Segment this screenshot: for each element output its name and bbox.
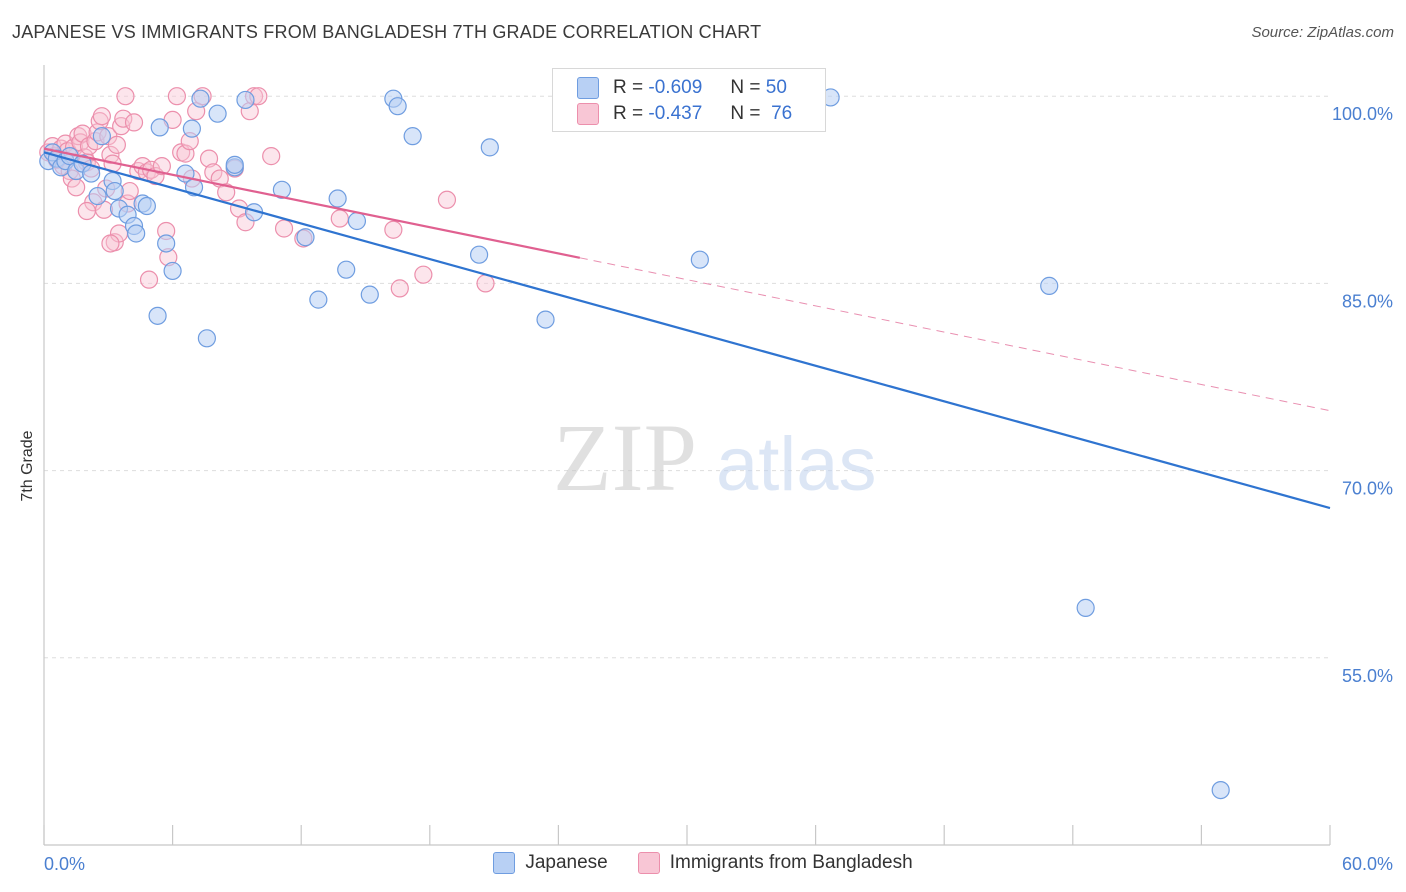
point-japanese (191, 89, 210, 108)
point-japanese (105, 181, 124, 201)
point-bangladesh (262, 147, 281, 166)
point-japanese (337, 260, 356, 279)
point-bangladesh (77, 201, 96, 221)
stats-r-label: R = (613, 77, 644, 98)
point-japanese (309, 290, 328, 309)
point-japanese (360, 285, 379, 304)
point-japanese (148, 306, 167, 325)
point-japanese (272, 180, 292, 199)
tick-labels: 100.0% 85.0% 70.0% 55.0% 0.0% 60.0% (44, 104, 1393, 874)
stats-r-value: -0.437 (648, 103, 703, 124)
watermark-atlas: atlas (716, 422, 877, 507)
trend-line-bangladesh-extension (579, 257, 1331, 412)
y-tick-label: 55.0% (1342, 666, 1393, 686)
point-japanese (536, 310, 555, 329)
y-tick-label: 100.0% (1332, 104, 1393, 124)
y-tick-label: 70.0% (1342, 479, 1393, 499)
stats-row-japanese: R = -0.609 N = 50 (577, 77, 787, 99)
legend-label-japanese: Japanese (525, 852, 608, 873)
point-japanese (403, 127, 422, 146)
stats-swatch-japanese (577, 77, 599, 99)
stats-swatch-bangladesh (577, 103, 599, 125)
legend-item-bangladesh[interactable]: Immigrants from Bangladesh (637, 852, 913, 874)
watermark: ZIP atlas (553, 404, 877, 511)
stats-row-bangladesh: R = -0.437 N = 76 (577, 103, 792, 125)
point-japanese (150, 118, 169, 137)
point-bangladesh (114, 109, 133, 128)
point-japanese (92, 127, 111, 146)
point-japanese (347, 211, 367, 231)
point-japanese (1076, 598, 1095, 617)
point-japanese (182, 119, 201, 138)
point-japanese (1040, 276, 1059, 295)
x-tick-label: 0.0% (44, 854, 85, 874)
point-bangladesh (116, 87, 135, 106)
point-japanese (157, 234, 176, 253)
point-bangladesh (476, 274, 495, 293)
point-bangladesh (330, 209, 349, 228)
legend: Japanese Immigrants from Bangladesh (0, 852, 1406, 874)
point-bangladesh (390, 279, 409, 298)
point-bangladesh (101, 234, 120, 253)
stats-n-value: 50 (765, 77, 787, 98)
y-tick-label: 85.0% (1342, 291, 1393, 311)
point-bangladesh (139, 270, 159, 289)
trend-line-japanese (43, 151, 1331, 510)
point-japanese (328, 189, 347, 208)
point-bangladesh (92, 107, 111, 126)
gridlines (44, 95, 1330, 659)
point-japanese (208, 104, 227, 123)
point-bangladesh (217, 183, 236, 202)
point-japanese (690, 250, 709, 269)
chart-title: JAPANESE VS IMMIGRANTS FROM BANGLADESH 7… (12, 22, 762, 42)
point-bangladesh (124, 113, 144, 132)
stats-r-label: R = (613, 103, 644, 124)
stats-r-value: -0.609 (648, 77, 703, 98)
legend-swatch-japanese (493, 852, 516, 874)
point-bangladesh (67, 178, 86, 197)
point-japanese (480, 138, 499, 157)
point-japanese (137, 196, 156, 216)
point-japanese (225, 155, 244, 174)
point-bangladesh (274, 219, 294, 238)
watermark-zip: ZIP (553, 404, 697, 511)
legend-label-bangladesh: Immigrants from Bangladesh (669, 852, 913, 873)
point-japanese (388, 97, 407, 116)
point-japanese (163, 261, 182, 281)
series-japanese (39, 88, 1230, 800)
legend-swatch-bangladesh (637, 852, 660, 874)
point-japanese (88, 186, 107, 206)
point-bangladesh (199, 149, 219, 168)
point-japanese (1211, 780, 1230, 800)
stats-box: R = -0.609 N = 50 R = -0.437 N = 76 (552, 68, 826, 132)
point-japanese (469, 245, 489, 264)
axes (43, 65, 1331, 846)
x-tick-label: 60.0% (1342, 854, 1393, 874)
point-bangladesh (167, 87, 186, 106)
trend-line-bangladesh (43, 147, 581, 259)
point-japanese (296, 228, 315, 247)
point-japanese (127, 224, 146, 243)
stats-n-label: N = (730, 103, 761, 124)
legend-item-japanese[interactable]: Japanese (493, 852, 608, 874)
stats-n-label: N = (730, 77, 761, 98)
chart-source: Source: ZipAtlas.com (1251, 24, 1394, 41)
trend-lines (43, 147, 1331, 510)
point-japanese (236, 90, 255, 110)
point-bangladesh (414, 265, 433, 284)
point-bangladesh (384, 220, 403, 239)
point-bangladesh (437, 190, 457, 209)
point-japanese (197, 329, 216, 348)
point-bangladesh (152, 156, 171, 176)
stats-n-value: 76 (771, 103, 793, 124)
point-bangladesh (107, 135, 126, 154)
